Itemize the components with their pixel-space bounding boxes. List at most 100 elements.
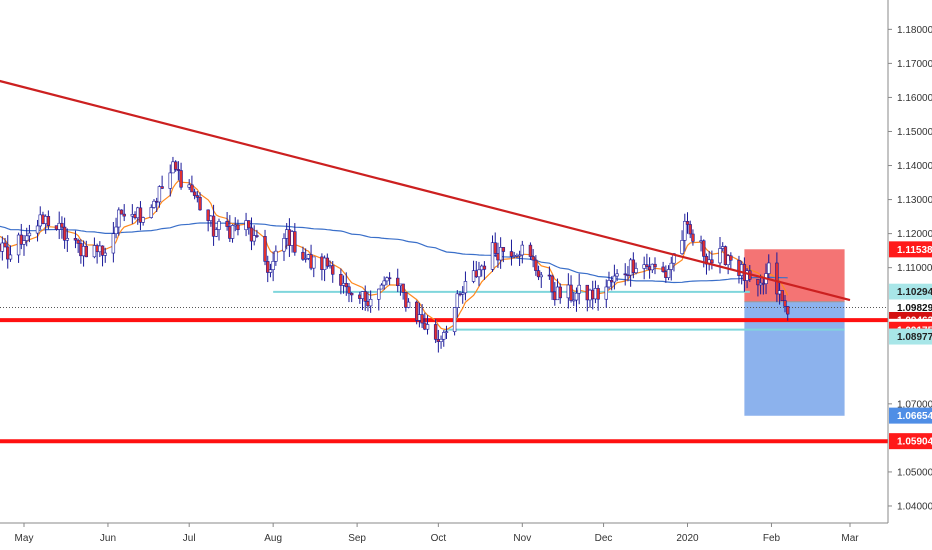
candle <box>249 217 254 251</box>
candle-body <box>723 246 728 266</box>
candle <box>179 162 183 190</box>
candle-body <box>187 184 191 188</box>
price-label-text: 1.08977 <box>897 332 932 343</box>
candle-body <box>756 279 760 286</box>
candle-body <box>92 245 97 258</box>
candle-body <box>569 284 573 301</box>
candle <box>534 255 538 276</box>
candle <box>195 191 200 203</box>
candle-body <box>474 270 478 278</box>
candle <box>62 217 67 249</box>
candle-body <box>683 221 687 241</box>
candle-body <box>111 233 116 254</box>
candle <box>268 263 273 278</box>
candle <box>520 240 525 264</box>
candle <box>634 262 638 275</box>
price-axis[interactable]: 1.18000 1.17000 1.16000 1.15000 1.14000 1.130… <box>887 0 932 523</box>
plot-area[interactable] <box>0 58 888 444</box>
candle-body <box>209 215 213 221</box>
candle-body <box>515 255 519 257</box>
candle <box>160 175 164 190</box>
candle-body <box>339 273 343 286</box>
price-tick-label: 1.18000 <box>897 25 932 36</box>
candle-body <box>498 247 503 261</box>
time-tick-label: Aug <box>264 533 282 544</box>
candle <box>439 335 443 349</box>
candle-body <box>553 291 557 301</box>
trendline[interactable] <box>0 58 851 302</box>
candle <box>631 252 636 279</box>
candle <box>141 216 145 226</box>
candle <box>379 283 384 290</box>
candle <box>303 248 308 263</box>
candle-body <box>309 254 313 269</box>
candle-body <box>312 256 316 269</box>
candle-body <box>103 252 107 256</box>
candle-body <box>3 242 7 248</box>
candle-body <box>46 216 51 226</box>
candle-body <box>157 186 162 203</box>
price-tick-label: 1.11000 <box>897 263 932 274</box>
candle-body <box>758 282 763 286</box>
candle <box>368 290 373 313</box>
candle-body <box>423 322 427 330</box>
candle-body <box>160 186 164 189</box>
candle-body <box>95 245 99 253</box>
candle-body <box>195 195 200 198</box>
price-label-text: 1.05904 <box>897 437 932 448</box>
candle <box>531 249 535 268</box>
candle <box>173 160 178 172</box>
candle <box>168 164 172 197</box>
candle-body <box>341 283 346 286</box>
candle <box>401 283 405 300</box>
time-axis[interactable]: May Jun Jul Aug Sep Oct Nov Dec 2020 Feb Mar <box>0 522 888 544</box>
candle-body <box>62 226 67 241</box>
candle <box>539 271 543 288</box>
candle <box>666 265 671 281</box>
candle <box>247 220 251 235</box>
candle-body <box>593 288 598 300</box>
candle-body <box>680 240 684 254</box>
price-label-box <box>889 433 932 450</box>
candle <box>363 285 367 311</box>
candle-body <box>284 229 289 239</box>
price-label: 1.08977 <box>889 328 932 345</box>
candle-body <box>358 294 362 299</box>
candle-body <box>588 289 592 301</box>
candle <box>558 283 562 304</box>
candle-body <box>490 242 495 270</box>
candle-body <box>8 254 13 260</box>
candle <box>596 284 600 311</box>
candle-body <box>173 161 178 170</box>
candle <box>612 264 617 290</box>
candle-body <box>366 301 370 307</box>
candle <box>293 223 297 256</box>
candle-body <box>363 291 367 302</box>
candle-body <box>528 244 533 257</box>
candle-body <box>179 170 183 188</box>
candle-body <box>114 226 118 235</box>
candle <box>331 260 335 283</box>
candle-body <box>73 238 78 241</box>
candle-body <box>38 214 42 227</box>
candle <box>8 245 13 262</box>
candle <box>382 276 386 290</box>
price-label-box <box>889 299 932 316</box>
candle <box>274 245 278 266</box>
candle-body <box>122 213 126 217</box>
candle-body <box>401 283 405 293</box>
candle <box>157 185 162 208</box>
candle-body <box>496 253 500 261</box>
candle-body <box>461 292 465 295</box>
candle-body <box>100 245 105 256</box>
candle-body <box>455 293 460 308</box>
candle-body <box>417 314 422 321</box>
candle <box>206 209 210 232</box>
candle-body <box>699 240 703 243</box>
time-tick-label: Dec <box>595 533 613 544</box>
candle <box>138 201 143 231</box>
candle-body <box>225 221 229 227</box>
candle <box>217 218 221 241</box>
candle <box>756 278 760 297</box>
